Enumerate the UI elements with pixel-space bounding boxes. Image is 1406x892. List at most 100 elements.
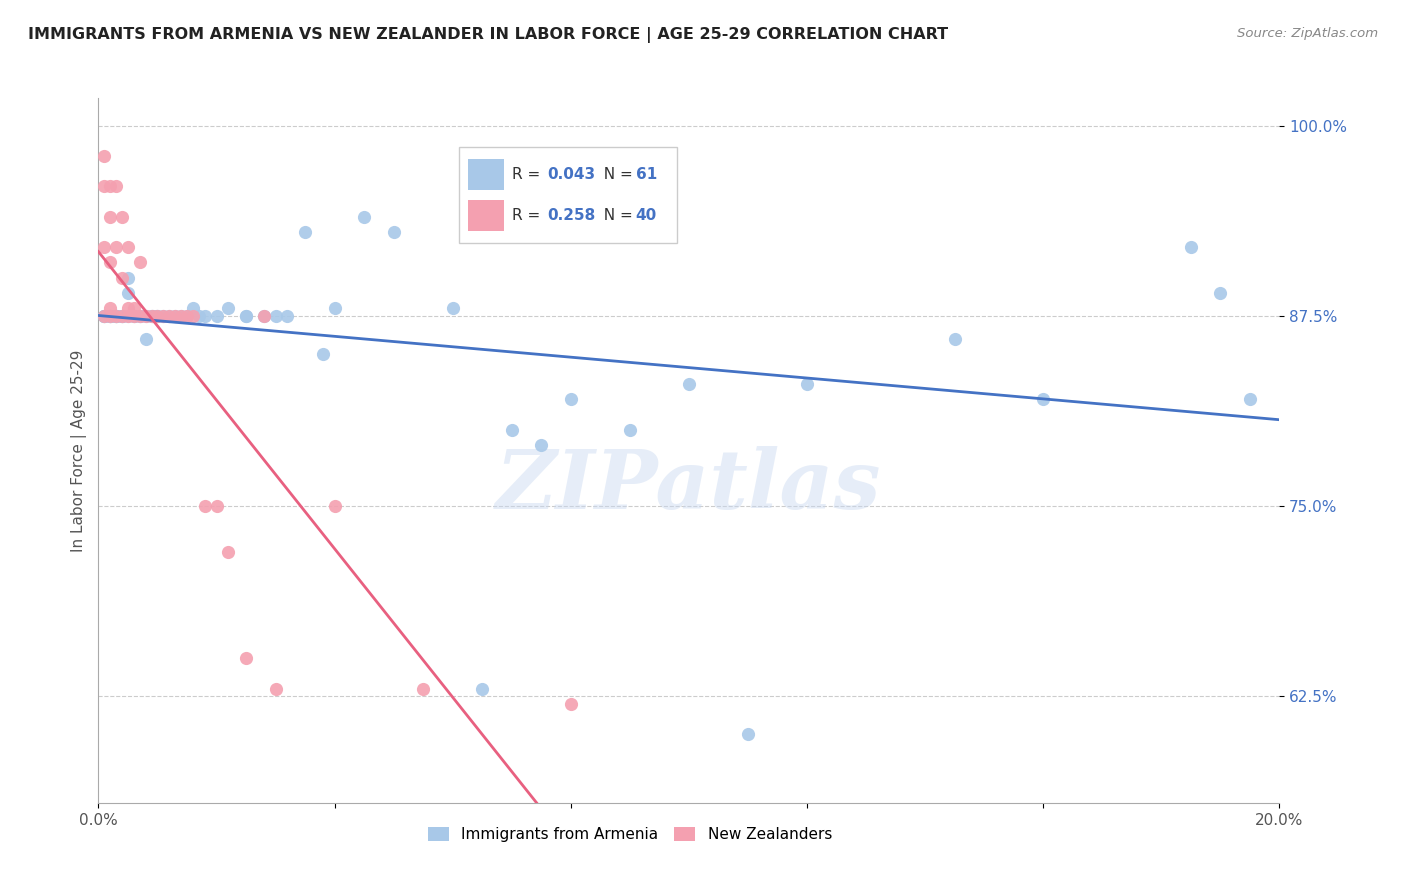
Point [165,309,187,323]
Point [105,179,128,194]
Point [122,309,145,323]
Point [796,377,818,392]
Point [194,309,217,323]
Point [181,309,204,323]
Text: 0.043: 0.043 [547,167,595,182]
Point [441,301,464,315]
Point [943,332,966,346]
Point [111,309,134,323]
Point [264,681,287,696]
Point [117,309,139,323]
Point [122,309,145,323]
Point [1032,392,1054,407]
Point [294,225,316,239]
Point [135,309,157,323]
Point [146,309,169,323]
Point [111,210,134,224]
Point [98,210,121,224]
Point [501,423,523,437]
Point [170,309,193,323]
Point [176,309,198,323]
Point [93,309,115,323]
FancyBboxPatch shape [468,159,503,190]
Point [157,309,180,323]
Point [105,309,128,323]
Point [105,309,128,323]
Point [135,332,157,346]
Point [165,309,187,323]
Point [98,309,121,323]
Point [98,309,121,323]
Point [181,301,204,315]
Point [111,309,134,323]
Point [323,301,346,315]
Point [382,225,405,239]
Point [141,309,163,323]
Y-axis label: In Labor Force | Age 25-29: In Labor Force | Age 25-29 [72,350,87,551]
Text: 61: 61 [636,167,657,182]
Point [235,309,257,323]
Point [530,438,553,452]
Point [152,309,174,323]
Point [152,309,174,323]
Point [1239,392,1261,407]
Point [146,309,169,323]
Point [105,309,128,323]
Point [217,301,239,315]
Point [98,309,121,323]
Point [98,309,121,323]
Point [117,270,139,285]
Point [111,309,134,323]
Point [205,309,228,323]
Point [93,240,115,254]
Point [93,309,115,323]
Point [176,309,198,323]
Point [111,309,134,323]
Point [98,309,121,323]
Point [276,309,298,323]
Text: R =: R = [512,167,546,182]
Point [312,347,335,361]
Point [471,681,494,696]
Point [737,727,759,741]
Text: 0.258: 0.258 [547,209,596,223]
Text: 40: 40 [636,209,657,223]
Point [1180,240,1202,254]
Point [135,309,157,323]
Point [98,255,121,269]
Text: N =: N = [595,167,638,182]
Point [117,240,139,254]
Point [253,309,276,323]
Point [264,309,287,323]
Point [117,309,139,323]
Point [93,179,115,194]
Point [560,697,582,711]
Point [105,309,128,323]
Point [111,270,134,285]
Point [128,309,150,323]
Point [128,309,150,323]
FancyBboxPatch shape [458,147,678,243]
Point [128,255,150,269]
Point [93,309,115,323]
Legend: Immigrants from Armenia, New Zealanders: Immigrants from Armenia, New Zealanders [422,821,838,848]
Text: N =: N = [595,209,638,223]
Point [117,285,139,300]
Point [678,377,700,392]
Point [122,301,145,315]
FancyBboxPatch shape [468,201,503,231]
Point [128,309,150,323]
Point [98,179,121,194]
Point [117,301,139,315]
Point [560,392,582,407]
Text: ZIPatlas: ZIPatlas [496,446,882,525]
Text: IMMIGRANTS FROM ARMENIA VS NEW ZEALANDER IN LABOR FORCE | AGE 25-29 CORRELATION : IMMIGRANTS FROM ARMENIA VS NEW ZEALANDER… [28,27,948,43]
Text: R =: R = [512,209,546,223]
Point [194,499,217,513]
Point [412,681,434,696]
Point [105,309,128,323]
Point [619,423,641,437]
Point [353,210,375,224]
Point [235,651,257,665]
Point [122,309,145,323]
